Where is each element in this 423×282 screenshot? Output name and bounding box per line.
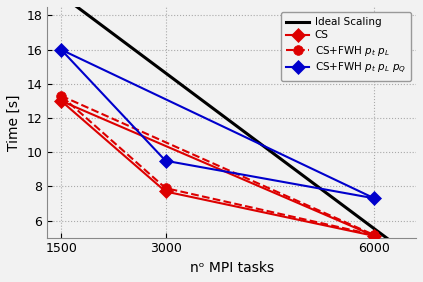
CS — [372, 234, 377, 238]
CS — [59, 99, 64, 103]
CS+FWH $p_t$ $p_L$ $p_Q$ — [59, 48, 64, 51]
CS — [163, 190, 168, 193]
CS+FWH $p_t$ $p_L$ $p_Q$ — [372, 197, 377, 200]
Line: CS+FWH $p_t$ $p_L$ $p_Q$: CS+FWH $p_t$ $p_L$ $p_Q$ — [56, 45, 379, 203]
Y-axis label: Time [s]: Time [s] — [7, 94, 21, 151]
CS+FWH $p_t$ $p_L$ — [59, 94, 64, 98]
CS+FWH $p_t$ $p_L$ $p_Q$ — [163, 159, 168, 162]
Line: CS+FWH $p_t$ $p_L$: CS+FWH $p_t$ $p_L$ — [56, 91, 379, 240]
CS+FWH $p_t$ $p_L$ — [372, 233, 377, 237]
X-axis label: nᵒ MPI tasks: nᵒ MPI tasks — [190, 261, 274, 275]
Line: CS: CS — [56, 96, 379, 241]
Legend: Ideal Scaling, CS, CS+FWH $p_t$ $p_L$, CS+FWH $p_t$ $p_L$ $p_Q$: Ideal Scaling, CS, CS+FWH $p_t$ $p_L$, C… — [281, 12, 411, 81]
CS+FWH $p_t$ $p_L$ — [163, 186, 168, 190]
